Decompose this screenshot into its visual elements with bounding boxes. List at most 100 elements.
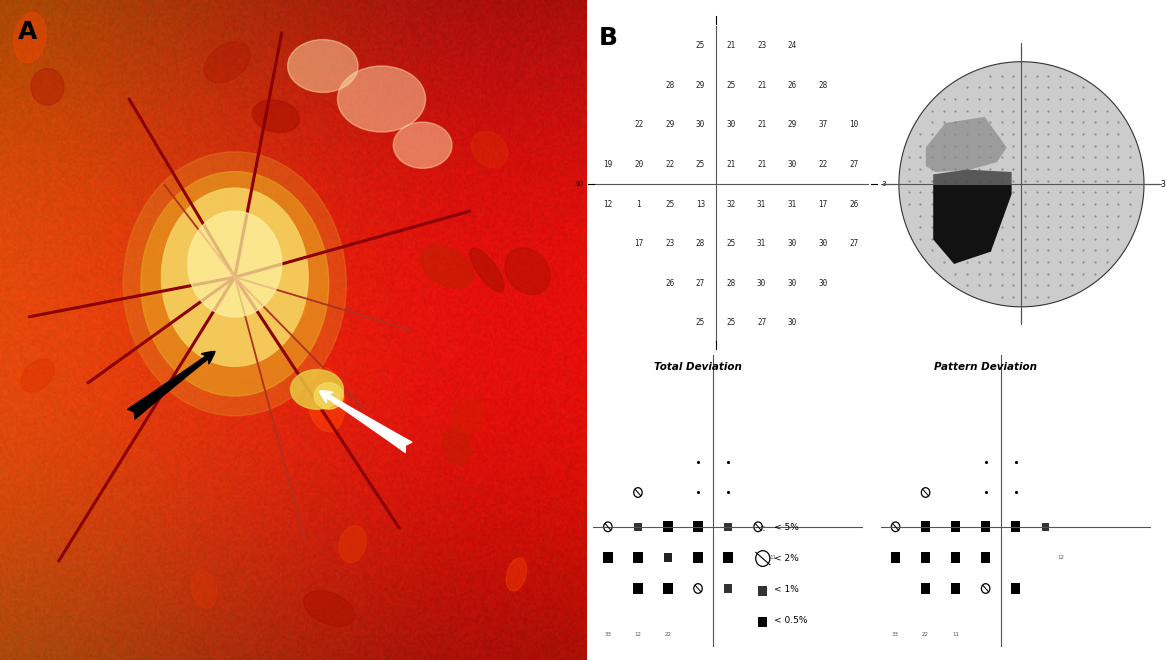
Text: 25: 25 bbox=[727, 81, 736, 90]
Text: Total Deviation: Total Deviation bbox=[654, 362, 742, 372]
Text: 27: 27 bbox=[757, 318, 767, 327]
Text: 33: 33 bbox=[605, 632, 612, 638]
Ellipse shape bbox=[31, 69, 65, 105]
Text: 21: 21 bbox=[727, 160, 736, 169]
Text: < 5%: < 5% bbox=[774, 523, 799, 532]
Text: ::: :: bbox=[760, 523, 767, 533]
Text: 24: 24 bbox=[788, 41, 797, 50]
Ellipse shape bbox=[204, 42, 250, 82]
Text: 10: 10 bbox=[849, 120, 858, 129]
Text: A: A bbox=[18, 20, 38, 44]
Text: < 0.5%: < 0.5% bbox=[774, 616, 808, 625]
Text: 29: 29 bbox=[696, 81, 704, 90]
Text: 13: 13 bbox=[696, 199, 704, 209]
Text: 27: 27 bbox=[849, 239, 858, 248]
Bar bbox=[664, 553, 672, 562]
Ellipse shape bbox=[306, 368, 345, 432]
Text: 30: 30 bbox=[818, 279, 828, 288]
Polygon shape bbox=[926, 117, 1007, 172]
Bar bbox=[693, 521, 703, 532]
Ellipse shape bbox=[338, 66, 426, 132]
Text: 21: 21 bbox=[757, 120, 767, 129]
Text: 30: 30 bbox=[788, 160, 797, 169]
Bar bbox=[1011, 583, 1020, 594]
Text: 28: 28 bbox=[818, 81, 828, 90]
Ellipse shape bbox=[13, 13, 46, 63]
Text: 12: 12 bbox=[603, 199, 613, 209]
Text: 30: 30 bbox=[788, 239, 797, 248]
Text: 1: 1 bbox=[636, 199, 641, 209]
Bar bbox=[663, 583, 673, 594]
Text: 22: 22 bbox=[664, 160, 674, 169]
Bar bbox=[920, 583, 930, 594]
Text: 22: 22 bbox=[922, 632, 929, 638]
Text: 22: 22 bbox=[818, 160, 828, 169]
Text: 27: 27 bbox=[849, 160, 858, 169]
Text: < 2%: < 2% bbox=[774, 554, 799, 563]
Text: 12: 12 bbox=[1058, 555, 1065, 560]
Text: 31: 31 bbox=[757, 239, 767, 248]
Ellipse shape bbox=[393, 122, 452, 168]
Text: 28: 28 bbox=[664, 81, 674, 90]
Bar bbox=[724, 523, 731, 531]
Text: 33: 33 bbox=[892, 632, 899, 638]
Text: 27: 27 bbox=[696, 279, 704, 288]
Text: 30: 30 bbox=[788, 318, 797, 327]
Bar bbox=[633, 583, 642, 594]
Text: 11: 11 bbox=[770, 555, 777, 560]
Bar bbox=[980, 552, 991, 563]
Ellipse shape bbox=[291, 370, 344, 409]
Text: 29: 29 bbox=[664, 120, 674, 129]
Text: 26: 26 bbox=[849, 199, 858, 209]
Text: 31: 31 bbox=[788, 199, 797, 209]
Text: 21: 21 bbox=[757, 160, 767, 169]
Text: 22: 22 bbox=[664, 632, 672, 638]
Bar bbox=[980, 521, 991, 532]
Text: 25: 25 bbox=[727, 239, 736, 248]
Text: 30: 30 bbox=[818, 239, 828, 248]
Ellipse shape bbox=[191, 570, 217, 609]
Polygon shape bbox=[933, 184, 1012, 264]
Text: 30: 30 bbox=[574, 182, 583, 187]
Text: 30: 30 bbox=[788, 279, 797, 288]
Text: 26: 26 bbox=[788, 81, 797, 90]
Ellipse shape bbox=[188, 211, 282, 317]
Ellipse shape bbox=[420, 246, 473, 288]
Bar bbox=[951, 552, 960, 563]
Text: 3: 3 bbox=[882, 182, 885, 187]
Text: 29: 29 bbox=[788, 120, 797, 129]
Text: 17: 17 bbox=[818, 199, 828, 209]
Ellipse shape bbox=[252, 100, 299, 133]
Text: 37: 37 bbox=[818, 120, 828, 129]
Text: 19: 19 bbox=[603, 160, 613, 169]
Text: 26: 26 bbox=[664, 279, 674, 288]
Text: Pattern Deviation: Pattern Deviation bbox=[935, 362, 1037, 372]
Text: < 1%: < 1% bbox=[774, 585, 799, 594]
Bar bbox=[758, 617, 767, 627]
Text: 31: 31 bbox=[757, 199, 767, 209]
Text: 23: 23 bbox=[757, 41, 767, 50]
Bar bbox=[1043, 523, 1050, 531]
Text: 25: 25 bbox=[696, 160, 704, 169]
Polygon shape bbox=[933, 170, 1012, 184]
Polygon shape bbox=[899, 62, 1143, 307]
Text: 32: 32 bbox=[727, 199, 736, 209]
Bar bbox=[920, 552, 930, 563]
Ellipse shape bbox=[505, 248, 549, 294]
Text: 25: 25 bbox=[664, 199, 674, 209]
Text: 17: 17 bbox=[634, 239, 643, 248]
Ellipse shape bbox=[21, 359, 54, 392]
Text: 30: 30 bbox=[727, 120, 736, 129]
Bar bbox=[663, 521, 673, 532]
Text: 3: 3 bbox=[1160, 180, 1165, 189]
Text: B: B bbox=[599, 26, 618, 50]
Ellipse shape bbox=[162, 188, 308, 366]
Bar bbox=[1011, 521, 1020, 532]
Text: 12: 12 bbox=[634, 632, 641, 638]
Bar bbox=[951, 583, 960, 594]
Text: 21: 21 bbox=[757, 81, 767, 90]
Ellipse shape bbox=[304, 591, 355, 626]
Text: 30: 30 bbox=[696, 120, 704, 129]
Ellipse shape bbox=[288, 40, 358, 92]
Ellipse shape bbox=[315, 383, 344, 409]
